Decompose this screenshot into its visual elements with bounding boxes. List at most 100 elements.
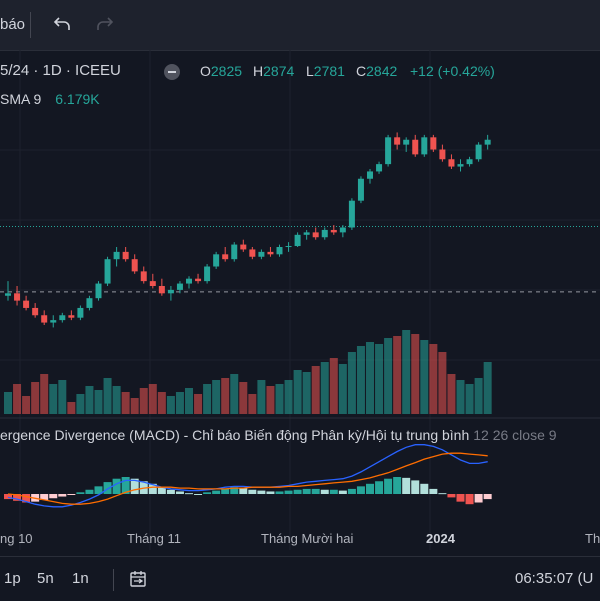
candle-body: [23, 300, 30, 308]
candle-body: [167, 289, 174, 294]
volume-bar: [40, 374, 49, 414]
macd-histogram-bar: [293, 489, 302, 494]
candle-body: [14, 293, 21, 301]
candle-body: [385, 137, 392, 165]
volume-bar: [230, 374, 239, 414]
macd-histogram-bar: [356, 486, 365, 494]
indicators-button[interactable]: báo: [0, 16, 26, 33]
undo-icon[interactable]: [52, 14, 72, 34]
ohlc-close: C2842: [356, 63, 398, 79]
macd-histogram-bar: [447, 494, 456, 498]
bottom-divider: [113, 569, 114, 591]
candle-body: [276, 247, 283, 255]
macd-histogram-bar: [203, 492, 212, 494]
macd-histogram-bar: [411, 480, 420, 494]
macd-histogram-bar: [40, 494, 49, 500]
volume-bar: [203, 384, 212, 414]
volume-bar: [248, 394, 257, 414]
hide-series-icon[interactable]: [164, 64, 180, 80]
macd-histogram-bar: [420, 483, 429, 494]
volume-bar: [393, 336, 402, 414]
candle-body: [240, 244, 247, 250]
price-chart[interactable]: [0, 0, 600, 556]
candle-body: [176, 283, 183, 290]
macd-histogram-bar: [347, 488, 356, 494]
candle-body: [113, 251, 120, 260]
range-button-1n[interactable]: 1n: [72, 570, 89, 587]
macd-histogram-bar: [456, 494, 465, 502]
macd-legend[interactable]: ergence Divergence (MACD) - Chỉ báo Biến…: [0, 427, 557, 443]
macd-histogram-bar: [4, 494, 12, 500]
volume-bar: [284, 380, 293, 414]
macd-histogram-bar: [121, 477, 130, 494]
range-button-1p[interactable]: 1p: [4, 570, 21, 587]
volume-bar: [13, 384, 22, 414]
ohlc-low: L2781: [306, 63, 345, 79]
candle-body: [77, 307, 84, 318]
ohlc-change: +12 (+0.42%): [410, 63, 495, 79]
volume-bar: [22, 396, 31, 414]
candle-body: [403, 139, 410, 145]
volume-bar: [49, 384, 58, 414]
macd-histogram-bar: [230, 487, 239, 494]
volume-bar: [58, 380, 67, 414]
macd-histogram-bar: [302, 488, 311, 494]
candle-body: [312, 232, 319, 238]
redo-icon[interactable]: [95, 14, 115, 34]
candle-body: [412, 139, 419, 155]
symbol-title[interactable]: 5/24 · 1D · ICEEU: [0, 62, 121, 79]
candle-body: [367, 171, 373, 179]
macd-histogram-bar: [58, 494, 67, 497]
bottom-toolbar: 1p 5n 1n 06:35:07 (U: [0, 556, 600, 601]
range-button-5n[interactable]: 5n: [37, 570, 54, 587]
macd-histogram-bar: [148, 483, 157, 494]
x-tick-label: 2024: [426, 531, 455, 546]
signal-line: [7, 452, 488, 505]
ohlc-high: H2874: [253, 63, 295, 79]
ohlc-open: O2825: [200, 63, 243, 79]
candle-body: [122, 251, 129, 260]
volume-bar: [221, 378, 230, 414]
candle-body: [222, 254, 229, 260]
candle-body: [466, 159, 473, 165]
volume-bar: [356, 346, 365, 414]
macd-histogram-bar: [384, 478, 393, 494]
macd-histogram-bar: [393, 477, 402, 494]
candle-body: [86, 298, 93, 308]
volume-bar: [31, 382, 40, 414]
candle-body: [475, 144, 482, 160]
candle-body: [430, 137, 437, 150]
macd-histogram-bar: [275, 491, 284, 494]
candle-body: [41, 315, 48, 323]
volume-bar: [429, 344, 438, 414]
macd-histogram-bar: [85, 489, 94, 494]
candle-body: [457, 164, 464, 167]
macd-histogram-bar: [13, 494, 22, 501]
macd-histogram-bar: [329, 489, 338, 494]
candle-body: [348, 200, 355, 228]
volume-bar: [257, 380, 266, 414]
candle-body: [321, 229, 328, 238]
candle-body: [204, 266, 211, 282]
candle-body: [258, 251, 265, 257]
volume-bar: [139, 388, 148, 414]
macd-histogram-bar: [366, 483, 374, 494]
macd-histogram-bar: [194, 494, 203, 495]
candle-body: [149, 281, 156, 286]
macd-histogram-bar: [76, 492, 85, 494]
candle-body: [421, 137, 428, 155]
candle-body: [59, 315, 66, 321]
macd-histogram-bar: [94, 486, 103, 494]
candle-body: [285, 246, 292, 248]
candle-body: [50, 320, 57, 323]
top-toolbar: báo: [0, 0, 600, 51]
volume-bar: [302, 372, 311, 414]
macd-histogram-bar: [67, 494, 76, 495]
macd-histogram-bar: [266, 491, 275, 494]
sma-legend[interactable]: SMA 9 6.179K: [0, 91, 100, 107]
x-tick-label: ng 10: [0, 531, 33, 546]
calendar-range-icon[interactable]: [128, 569, 148, 589]
volume-bar: [275, 384, 284, 414]
volume-bar: [329, 358, 338, 414]
volume-bar: [185, 388, 193, 414]
